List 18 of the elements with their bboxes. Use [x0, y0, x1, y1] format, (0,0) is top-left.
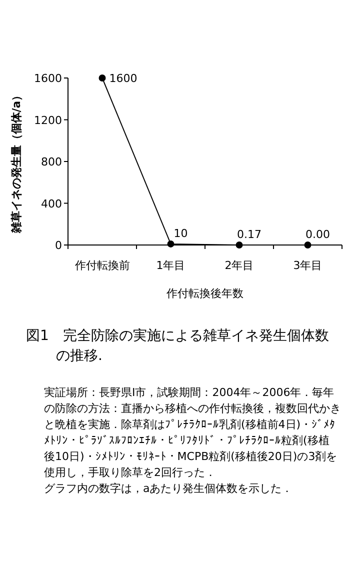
y-axis-title: 雑草イネの発生量（個体/a） [10, 90, 23, 234]
y-tick-label: 400 [41, 197, 62, 210]
x-axis-title: 作付転換後年数 [166, 287, 244, 300]
x-tick-label: 1年目 [156, 259, 186, 272]
x-tick-label: 作付転換前 [74, 259, 130, 272]
data-label: 10 [174, 226, 188, 240]
y-tick-label: 800 [41, 156, 62, 168]
y-tick-label: 1600 [34, 72, 62, 85]
text: 実証場所：長野県I市，試験期間：2004年～2006年．毎年の防除の方法：直播から移植への作付転換後，複数回代かきと晩植を実施．除草剤はﾌﾟﾚﾁﾗｸﾛｰﾙ乳剤(移植前4日)・ｼﾞﾒﾀﾒﾄﾘﾝ・ﾋﾟﾗｿﾞｽﾙﾌﾛﾝｴﾁﾙ・ﾋﾟﾘﾌﾀﾘﾄﾞ・ﾌﾟﾚﾁﾗｸﾛｰﾙ粒剤(移植後10日)・ｼﾒﾄﾘﾝ・ﾓﾘﾈｰﾄ・MCPB粒剤(移植後20日)の3剤を使用し，手取り除草を2回行った． [44, 386, 341, 479]
text: グラフ内の数字は，aあたり発生個体数を示した． [44, 482, 293, 495]
y-tick-label: 1200 [34, 114, 62, 127]
data-label: 0.00 [306, 228, 330, 241]
text: 図1 完全防除の実施による雑草イネ発生個体数の推移. [26, 328, 329, 364]
data-label: 1600 [109, 72, 138, 85]
y-tick-label: 0 [55, 239, 62, 252]
x-tick-label: 3年目 [293, 259, 322, 272]
data-label: 0.17 [237, 228, 262, 241]
x-tick-label: 2年目 [224, 259, 254, 272]
